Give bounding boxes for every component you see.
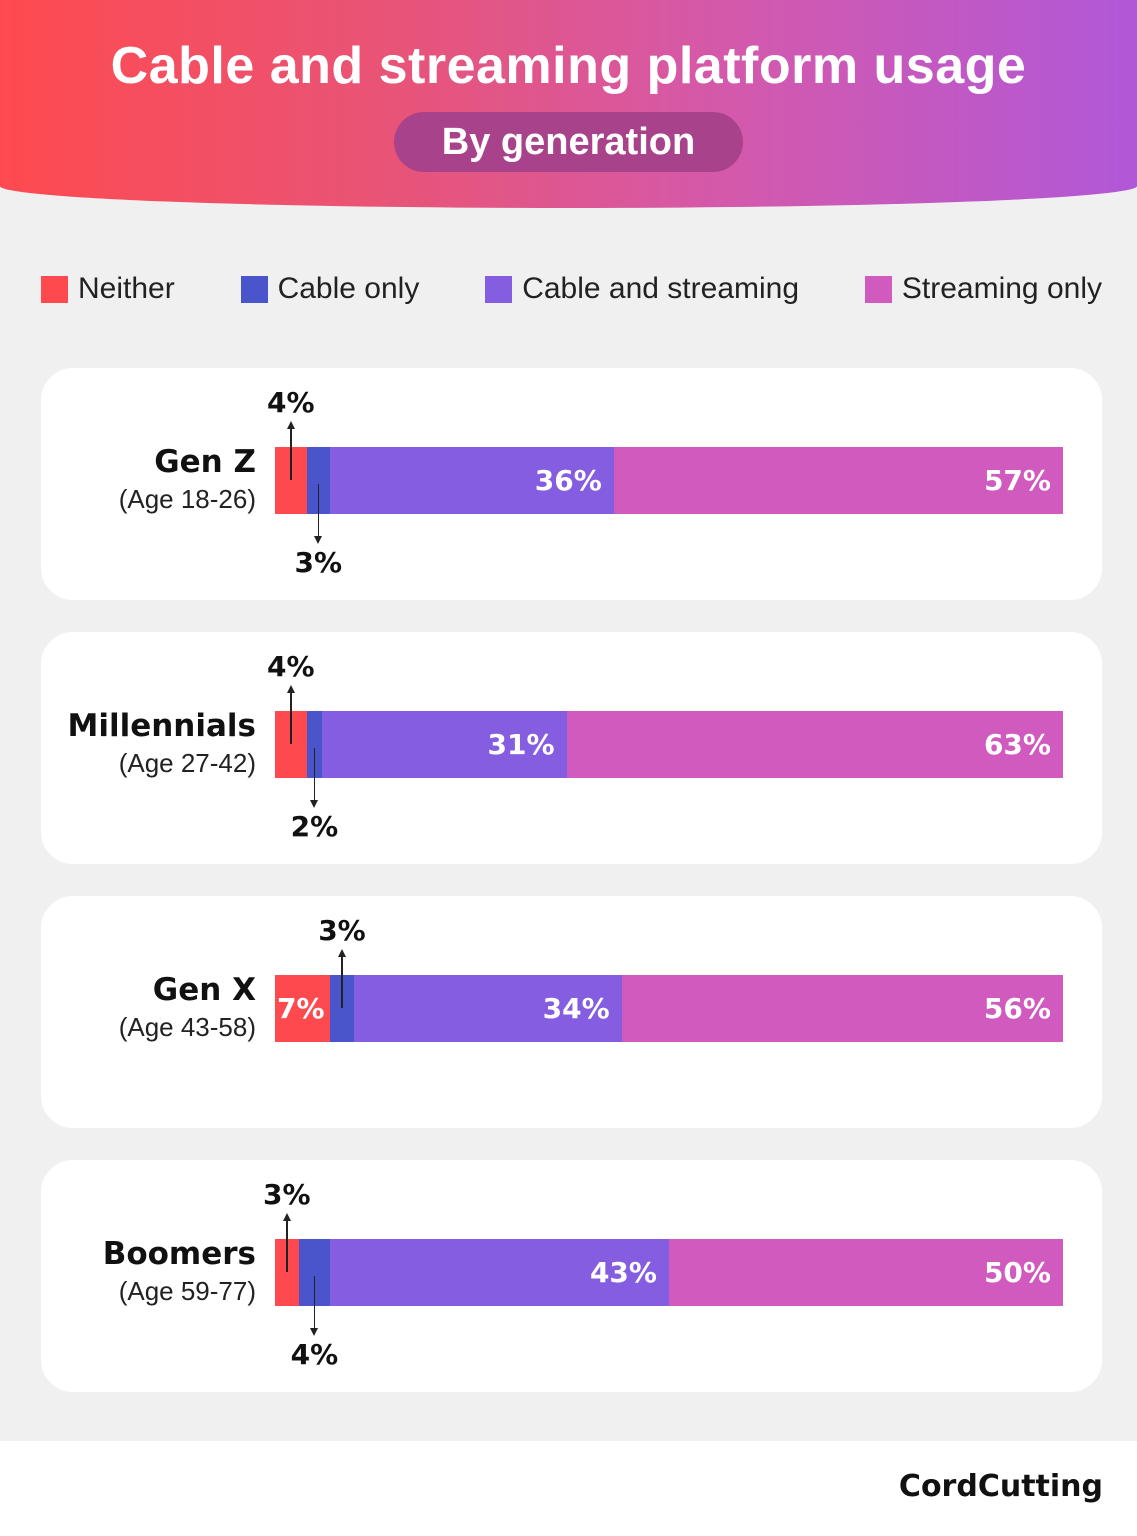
legend-item: Cable and streaming bbox=[485, 272, 799, 306]
bar-segment-streaming-only: 50% bbox=[668, 1239, 1063, 1306]
callout-line bbox=[290, 692, 292, 744]
header-banner bbox=[0, 0, 1137, 208]
callout-arrowhead bbox=[310, 1328, 319, 1336]
data-label: 36% bbox=[534, 464, 602, 497]
legend-item: Cable only bbox=[240, 272, 420, 306]
callout-line bbox=[290, 428, 292, 480]
data-label: 2% bbox=[290, 810, 339, 843]
chart-subtitle: By generation bbox=[394, 112, 743, 172]
legend-label: Cable and streaming bbox=[522, 272, 800, 305]
callout-line bbox=[313, 748, 316, 804]
callout-line bbox=[317, 484, 320, 540]
legend-item: Streaming only bbox=[864, 272, 1102, 306]
legend-item: Neither bbox=[41, 272, 175, 306]
callout-arrowhead bbox=[282, 1213, 291, 1221]
data-label: 50% bbox=[983, 1256, 1051, 1289]
generation-name: Gen X bbox=[152, 972, 256, 1008]
generation-age: (Age 27-42) bbox=[118, 748, 256, 778]
generation-card: Millennials (Age 27-42) 31% 63% 4% 2% bbox=[41, 632, 1102, 864]
bar-segment-cable-only bbox=[306, 447, 331, 514]
generation-age: (Age 43-58) bbox=[118, 1012, 256, 1042]
legend: Neither Cable only Cable and streaming Stre… bbox=[41, 272, 1102, 306]
data-label: 3% bbox=[318, 914, 366, 947]
generation-name: Millennials bbox=[67, 708, 256, 744]
bar-segment-cable-and-streaming: 36% bbox=[330, 447, 614, 514]
bar-segment-streaming-only: 56% bbox=[621, 975, 1063, 1042]
callout-line bbox=[286, 1220, 288, 1272]
bar-segment-streaming-only: 57% bbox=[613, 447, 1063, 514]
legend-label: Cable only bbox=[277, 272, 420, 305]
data-label: 3% bbox=[263, 1178, 311, 1211]
callout-arrowhead bbox=[314, 536, 323, 544]
legend-swatch bbox=[485, 275, 513, 303]
generation-card: Boomers (Age 59-77) 43% 50% 3% 4% bbox=[41, 1160, 1102, 1392]
stacked-bar: 7% 34% 56% bbox=[275, 975, 1063, 1042]
stacked-bar: 43% 50% bbox=[275, 1239, 1063, 1306]
data-label: 63% bbox=[983, 728, 1051, 761]
data-label: 3% bbox=[294, 546, 343, 579]
generation-name: Gen Z bbox=[154, 444, 256, 480]
callout-arrowhead bbox=[286, 421, 295, 429]
legend-label: Streaming only bbox=[901, 272, 1102, 305]
generation-age: (Age 59-77) bbox=[118, 1276, 256, 1306]
data-label: 34% bbox=[542, 992, 610, 1025]
data-label: 31% bbox=[487, 728, 555, 761]
legend-swatch bbox=[864, 275, 892, 303]
legend-swatch bbox=[41, 275, 68, 303]
callout-line bbox=[341, 956, 343, 1008]
footer: CordCutting bbox=[0, 1441, 1137, 1536]
data-label: 57% bbox=[983, 464, 1051, 497]
generation-card: Gen X (Age 43-58) 7% 34% 56% 3% bbox=[41, 896, 1102, 1128]
legend-swatch bbox=[240, 275, 268, 303]
callout-arrowhead bbox=[310, 800, 319, 808]
data-label: 43% bbox=[589, 1256, 657, 1289]
data-label: 4% bbox=[266, 386, 315, 419]
bar-segment-cable-and-streaming: 43% bbox=[330, 1239, 669, 1306]
generation-name: Boomers bbox=[102, 1236, 256, 1272]
data-label: 56% bbox=[983, 992, 1051, 1025]
bar-segment-cable-only bbox=[306, 711, 323, 778]
stacked-bar: 36% 57% bbox=[275, 447, 1063, 514]
callout-arrowhead bbox=[337, 949, 346, 957]
bar-segment-cable-and-streaming: 34% bbox=[353, 975, 622, 1042]
data-label: 7% bbox=[277, 992, 325, 1025]
data-label: 4% bbox=[290, 1338, 339, 1371]
bar-segment-streaming-only: 63% bbox=[566, 711, 1063, 778]
callout-line bbox=[313, 1276, 316, 1332]
data-label: 4% bbox=[266, 650, 315, 683]
generation-age: (Age 18-26) bbox=[118, 484, 256, 514]
bar-segment-cable-only bbox=[330, 975, 354, 1042]
bar-segment-neither: 7% bbox=[275, 975, 331, 1042]
legend-label: Neither bbox=[78, 272, 175, 305]
callout-arrowhead bbox=[286, 685, 295, 693]
stacked-bar: 31% 63% bbox=[275, 711, 1063, 778]
generation-card: Gen Z (Age 18-26) 36% 57% 4% 3% bbox=[41, 368, 1102, 600]
bar-segment-cable-and-streaming: 31% bbox=[322, 711, 567, 778]
bar-segment-neither bbox=[275, 1239, 299, 1306]
cordcutting-logo: CordCutting bbox=[898, 1469, 1103, 1504]
chart-title: Cable and streaming platform usage bbox=[110, 37, 1027, 95]
